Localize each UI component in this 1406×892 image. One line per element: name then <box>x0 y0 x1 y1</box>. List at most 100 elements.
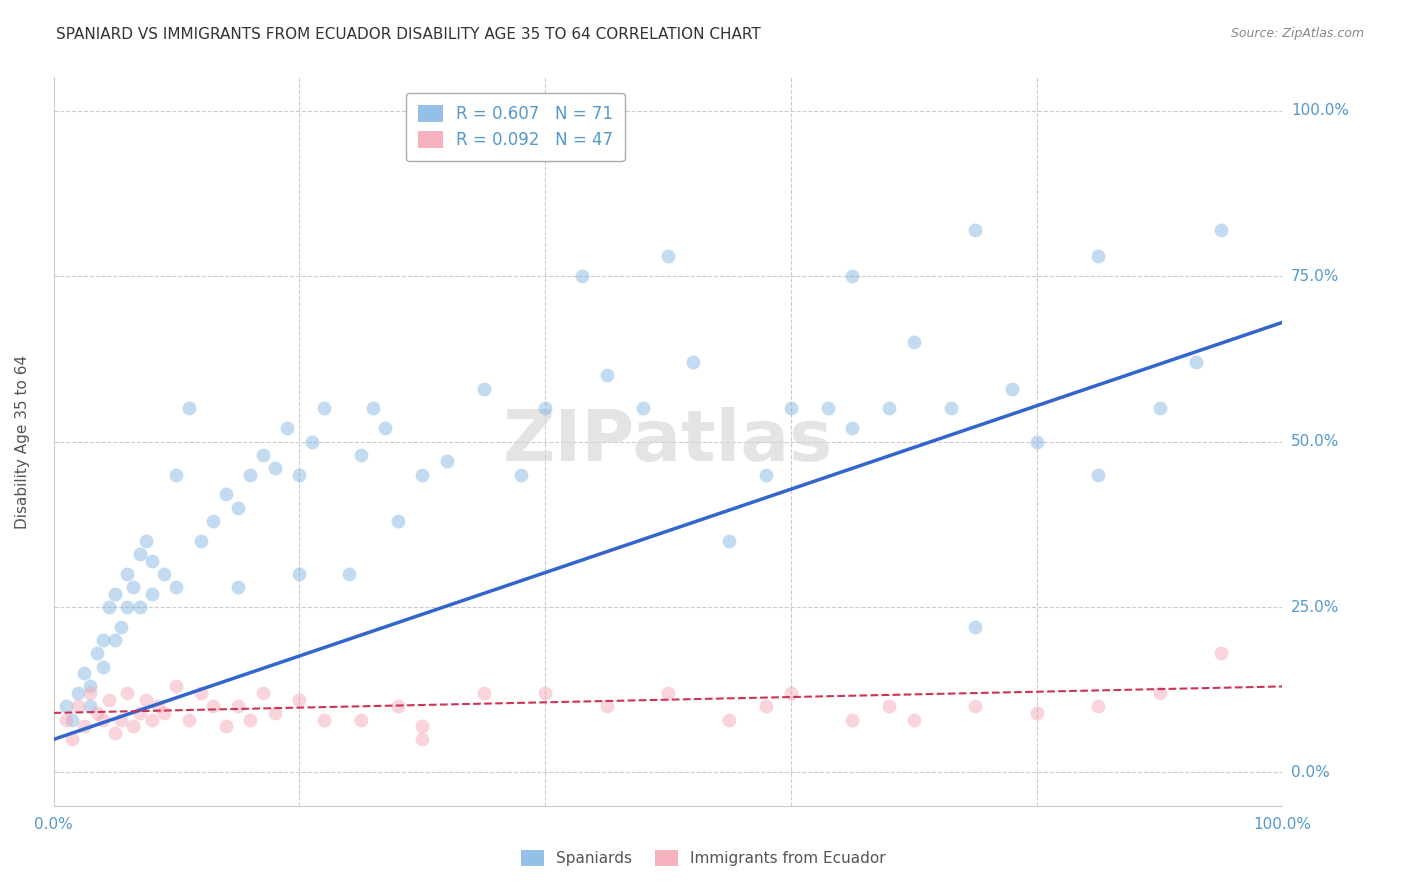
Point <box>682 355 704 369</box>
Point <box>841 421 863 435</box>
Point <box>755 467 778 482</box>
Point <box>939 401 962 416</box>
Point <box>166 680 188 694</box>
Point <box>202 699 225 714</box>
Point <box>117 566 139 581</box>
Point <box>263 706 285 720</box>
Point <box>595 368 617 383</box>
Point <box>73 719 96 733</box>
Point <box>79 680 101 694</box>
Point <box>252 448 274 462</box>
Point <box>177 401 200 416</box>
Point <box>128 706 150 720</box>
Point <box>135 533 157 548</box>
Point <box>110 713 132 727</box>
Point <box>387 514 409 528</box>
Point <box>226 580 249 594</box>
Point <box>755 699 778 714</box>
Point <box>877 699 900 714</box>
Legend: Spaniards, Immigrants from Ecuador: Spaniards, Immigrants from Ecuador <box>512 841 894 875</box>
Point <box>166 467 188 482</box>
Point <box>472 382 495 396</box>
Point <box>657 686 679 700</box>
Point <box>965 223 987 237</box>
Point <box>153 566 176 581</box>
Point <box>841 268 863 283</box>
Text: ZIPatlas: ZIPatlas <box>503 407 834 476</box>
Point <box>534 686 557 700</box>
Point <box>239 467 262 482</box>
Point <box>97 692 120 706</box>
Point <box>110 620 132 634</box>
Point <box>117 686 139 700</box>
Point <box>226 699 249 714</box>
Point <box>374 421 396 435</box>
Point <box>91 659 114 673</box>
Point <box>657 249 679 263</box>
Point <box>135 692 157 706</box>
Point <box>190 533 212 548</box>
Point <box>1087 699 1109 714</box>
Point <box>166 580 188 594</box>
Point <box>411 719 433 733</box>
Point <box>1185 355 1208 369</box>
Point <box>86 646 108 660</box>
Point <box>239 713 262 727</box>
Point <box>79 686 101 700</box>
Point <box>141 587 163 601</box>
Point <box>301 434 323 449</box>
Point <box>214 487 236 501</box>
Point <box>1001 382 1024 396</box>
Point <box>965 620 987 634</box>
Point <box>202 514 225 528</box>
Point <box>128 600 150 615</box>
Point <box>86 706 108 720</box>
Point <box>141 713 163 727</box>
Point <box>903 713 925 727</box>
Point <box>1209 646 1232 660</box>
Point <box>73 666 96 681</box>
Point <box>718 713 741 727</box>
Point <box>104 726 127 740</box>
Point <box>117 600 139 615</box>
Y-axis label: Disability Age 35 to 64: Disability Age 35 to 64 <box>15 354 30 529</box>
Point <box>361 401 384 416</box>
Text: 0.0%: 0.0% <box>1291 765 1330 780</box>
Point <box>141 554 163 568</box>
Point <box>128 547 150 561</box>
Point <box>817 401 839 416</box>
Point <box>509 467 531 482</box>
Text: 50.0%: 50.0% <box>1291 434 1339 449</box>
Point <box>780 401 803 416</box>
Point <box>877 401 900 416</box>
Text: Source: ZipAtlas.com: Source: ZipAtlas.com <box>1230 27 1364 40</box>
Point <box>1149 686 1171 700</box>
Point <box>146 699 169 714</box>
Point <box>841 713 863 727</box>
Point <box>190 686 212 700</box>
Point <box>276 421 298 435</box>
Point <box>718 533 741 548</box>
Point <box>595 699 617 714</box>
Point <box>122 580 145 594</box>
Point <box>226 500 249 515</box>
Point <box>214 719 236 733</box>
Point <box>337 566 360 581</box>
Point <box>472 686 495 700</box>
Point <box>97 600 120 615</box>
Point <box>965 699 987 714</box>
Point <box>350 713 373 727</box>
Text: SPANIARD VS IMMIGRANTS FROM ECUADOR DISABILITY AGE 35 TO 64 CORRELATION CHART: SPANIARD VS IMMIGRANTS FROM ECUADOR DISA… <box>56 27 761 42</box>
Point <box>436 454 458 468</box>
Point <box>288 467 311 482</box>
Legend: R = 0.607   N = 71, R = 0.092   N = 47: R = 0.607 N = 71, R = 0.092 N = 47 <box>406 93 624 161</box>
Point <box>288 566 311 581</box>
Point <box>55 699 77 714</box>
Point <box>1149 401 1171 416</box>
Point <box>1025 706 1047 720</box>
Point <box>67 699 90 714</box>
Point <box>252 686 274 700</box>
Point <box>153 706 176 720</box>
Point <box>350 448 373 462</box>
Text: 100.0%: 100.0% <box>1291 103 1348 118</box>
